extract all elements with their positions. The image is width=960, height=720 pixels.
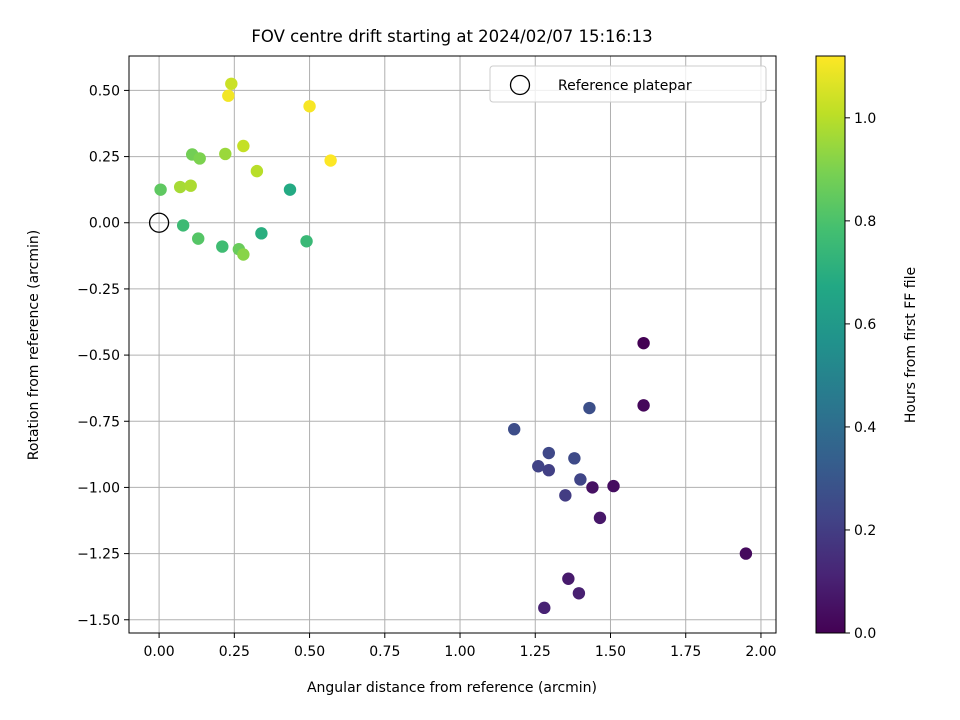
scatter-point — [574, 473, 587, 486]
y-tick-label: −1.25 — [77, 547, 120, 563]
scatter-point — [739, 547, 753, 560]
colorbar-tick-label: 0.8 — [854, 214, 876, 230]
scatter-point — [225, 77, 238, 90]
scatter-point — [559, 489, 572, 502]
scatter-point — [237, 139, 250, 153]
data-points — [154, 77, 753, 615]
scatter-point — [507, 422, 521, 436]
scatter-point — [538, 601, 551, 615]
scatter-point — [637, 336, 650, 350]
y-tick-label: −0.75 — [77, 414, 120, 430]
x-tick-label: 1.50 — [595, 644, 626, 660]
scatter-point — [637, 399, 650, 412]
legend-box — [489, 65, 767, 103]
scatter-point — [250, 164, 264, 178]
scatter-point — [607, 479, 620, 493]
x-tick-label: 0.50 — [294, 644, 325, 660]
y-tick-label: −0.25 — [77, 282, 120, 298]
y-tick-label: 0.00 — [89, 216, 120, 232]
scatter-point — [154, 183, 167, 196]
x-axis-ticks: 0.00 0.25 0.50 0.75 1.00 1.25 1.50 1.75 2.00 — [144, 633, 777, 660]
x-tick-label: 0.25 — [219, 644, 250, 660]
scatter-point — [300, 235, 313, 248]
colorbar-tick-label: 0.4 — [854, 420, 876, 436]
legend-marker — [509, 74, 531, 96]
scatter-point — [222, 89, 235, 102]
colorbar-tick-label: 0.6 — [854, 317, 876, 333]
scatter-point — [568, 452, 581, 465]
scatter-point — [583, 401, 596, 415]
y-axis-ticks: 0.50 0.25 0.00 −0.25 −0.50 −0.75 −1.00 −1.25 −1.… — [77, 83, 129, 629]
scatter-point — [572, 587, 586, 600]
scatter-point — [184, 179, 197, 192]
x-tick-label: 1.25 — [520, 644, 551, 660]
colorbar-tick-label: 0.0 — [854, 626, 876, 642]
colorbar — [815, 55, 846, 634]
scatter-point — [192, 232, 205, 245]
scatter-point — [593, 511, 607, 525]
scatter-point — [237, 248, 250, 261]
y-tick-label: 0.50 — [89, 83, 120, 99]
x-tick-label: 0.00 — [144, 644, 175, 660]
y-tick-label: −1.00 — [77, 480, 120, 496]
legend: Reference platepar — [489, 65, 767, 103]
colorbar-tick-label: 0.2 — [854, 523, 876, 539]
reference-point-marker — [148, 212, 170, 233]
colorbar-ticks: 0.0 0.2 0.4 0.6 0.8 1.0 — [845, 111, 876, 642]
scatter-point — [562, 572, 575, 585]
scatter-point — [255, 227, 268, 240]
x-tick-label: 2.00 — [745, 644, 776, 660]
scatter-point — [324, 154, 337, 167]
scatter-point — [219, 147, 232, 161]
x-tick-label: 1.75 — [670, 644, 701, 660]
scatter-point — [542, 446, 555, 460]
plot-frame — [128, 55, 777, 634]
colorbar-label: Hours from first FF file — [903, 267, 919, 423]
scatter-point — [542, 464, 555, 477]
scatter-point — [176, 219, 190, 232]
colorbar-tick-label: 1.0 — [854, 111, 876, 127]
y-tick-label: 0.25 — [89, 150, 120, 166]
y-axis-label: Rotation from reference (arcmin) — [26, 230, 42, 460]
x-tick-label: 0.75 — [369, 644, 400, 660]
y-tick-label: −0.50 — [77, 348, 120, 364]
grid — [129, 56, 776, 633]
y-tick-label: −1.50 — [77, 613, 120, 629]
scatter-point — [586, 481, 599, 494]
scatter-point — [303, 100, 316, 113]
scatter-point — [532, 460, 545, 473]
scatter-point — [193, 152, 206, 165]
x-axis-label: Angular distance from reference (arcmin) — [307, 680, 597, 696]
chart-title: FOV centre drift starting at 2024/02/07 … — [251, 27, 652, 46]
x-tick-label: 1.00 — [444, 644, 475, 660]
scatter-point — [283, 183, 297, 196]
scatter-point — [216, 240, 229, 253]
legend-label: Reference platepar — [558, 78, 692, 94]
scatter-point — [173, 180, 187, 194]
